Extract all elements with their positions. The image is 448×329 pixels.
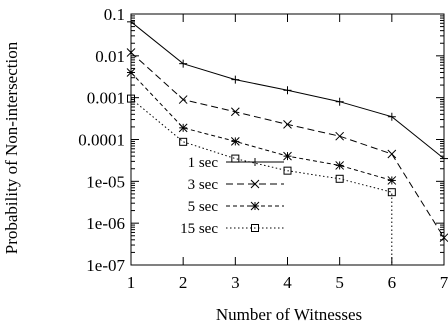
legend-marker: [251, 158, 259, 166]
x-tick-label: 1: [127, 273, 136, 292]
y-tick-label: 0.0001: [78, 131, 125, 150]
data-point: [230, 137, 240, 146]
x-tick-label: 7: [440, 273, 448, 292]
y-tick-label: 0.001: [87, 89, 125, 108]
y-tick-label: 1e-07: [86, 256, 125, 275]
plot-frame: [130, 13, 445, 266]
data-point: [387, 188, 396, 197]
x-tick-label: 4: [283, 273, 292, 292]
x-axis-ticks: 1 2 3 4 5 6 7: [127, 14, 448, 292]
data-point: [231, 75, 240, 84]
legend-item: 15 sec: [180, 221, 284, 237]
data-point: [387, 112, 396, 121]
data-point: [387, 149, 397, 159]
y-tick-label: 1e-06: [86, 214, 125, 233]
data-point: [440, 154, 448, 163]
series-2: [126, 48, 448, 243]
x-axis-label: Number of Witnesses: [216, 305, 362, 324]
series-line: [130, 52, 445, 238]
data-point: [283, 166, 292, 175]
data-point: [335, 131, 345, 141]
data-point: [127, 94, 135, 103]
legend: 1 sec 3 sec 5 sec 15 sec: [180, 155, 284, 237]
series-4: [127, 94, 396, 265]
data-point: [230, 107, 240, 117]
data-point: [335, 97, 344, 106]
data-point: [126, 48, 136, 57]
x-tick-label: 6: [388, 273, 397, 292]
data-point: [231, 154, 240, 163]
plot-area-border: [130, 13, 445, 266]
series-layer: [126, 17, 448, 265]
series-line: [130, 98, 393, 265]
data-point: [335, 174, 344, 183]
data-point: [387, 176, 397, 185]
y-tick-label: 0.1: [104, 5, 125, 24]
x-tick-label: 3: [231, 273, 240, 292]
legend-marker: [250, 201, 260, 211]
data-point: [126, 68, 136, 77]
data-point: [335, 161, 345, 170]
legend-item: 5 sec: [188, 199, 284, 215]
y-axis-ticks: 0.1 0.01 0.001 0.0001 1e-05 1e-06 1e-07: [78, 5, 444, 275]
y-axis-label: Probability of Non-intersection: [2, 41, 21, 254]
legend-item: 1 sec: [188, 155, 284, 171]
data-point: [283, 120, 292, 129]
data-point: [179, 137, 188, 146]
data-point: [178, 95, 188, 104]
series-1: [127, 17, 448, 163]
data-point: [439, 233, 448, 243]
legend-marker: [250, 179, 260, 189]
legend-marker: [251, 224, 259, 232]
series-3: [126, 68, 397, 185]
data-point: [178, 123, 188, 133]
data-point: [179, 59, 188, 68]
legend-label: 3 sec: [188, 177, 219, 193]
x-tick-label: 5: [335, 273, 344, 292]
y-tick-label: 1e-05: [86, 172, 125, 191]
legend-item: 3 sec: [188, 177, 284, 193]
data-point: [127, 17, 135, 26]
x-tick-label: 2: [179, 273, 188, 292]
series-line: [130, 72, 392, 181]
data-point: [283, 151, 292, 161]
legend-label: 1 sec: [188, 155, 219, 171]
data-point: [283, 86, 292, 95]
y-tick-label: 0.01: [95, 47, 125, 66]
legend-label: 15 sec: [180, 221, 218, 237]
legend-label: 5 sec: [188, 199, 219, 215]
